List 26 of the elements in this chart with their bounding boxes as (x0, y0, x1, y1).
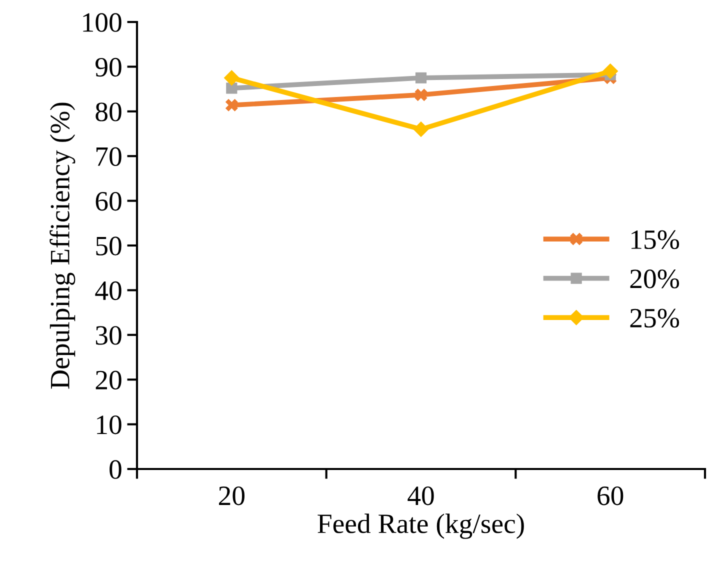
y-axis-title: Depulping Efficiency (%) (50, 102, 76, 389)
legend-label: 25% (630, 308, 680, 328)
y-tick-label: 100 (83, 13, 122, 32)
y-tick-label: 70 (96, 147, 122, 166)
y-tick-label: 0 (110, 460, 122, 479)
x-tick-label: 40 (408, 486, 434, 506)
point (413, 122, 429, 137)
point (224, 70, 240, 86)
y-tick-label: 50 (96, 236, 122, 256)
legend-label: 15% (632, 230, 680, 250)
point (415, 72, 427, 84)
point (226, 82, 238, 94)
y-tick-label: 80 (96, 102, 122, 122)
point (225, 98, 238, 112)
x-tick-label: 20 (218, 486, 244, 506)
y-tick-label: 20 (96, 370, 122, 390)
legend-label: 20% (630, 270, 680, 288)
y-tick-label: 60 (96, 192, 122, 211)
y-tick-label: 10 (97, 415, 122, 434)
x-tick-label: 60 (598, 486, 624, 506)
x-axis-title: Feed Rate (kg/sec) (318, 514, 524, 539)
point (414, 88, 428, 102)
y-tick-label: 90 (96, 58, 122, 77)
y-tick-label: 40 (95, 281, 122, 300)
y-tick-label: 30 (96, 326, 122, 345)
point (602, 64, 618, 79)
